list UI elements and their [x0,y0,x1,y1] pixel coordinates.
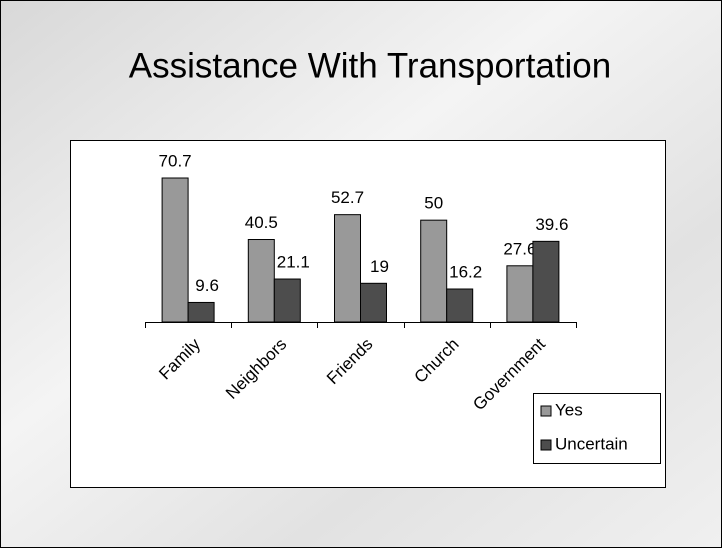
value-label: 16.2 [449,262,482,281]
legend-box [533,393,661,464]
bar [532,240,560,323]
bar [506,265,534,323]
value-label: 9.6 [195,276,219,295]
value-label: 70.7 [159,151,192,170]
bar [360,282,387,323]
bar [187,301,215,323]
value-label: 21.1 [277,253,310,272]
value-label: 52.7 [331,188,364,207]
bar [273,278,301,323]
value-label: 19 [370,257,389,276]
bar [446,288,474,323]
legend-label: Uncertain [555,434,628,453]
legend-swatch [540,439,552,451]
bar [334,214,361,323]
value-label: 40.5 [245,213,278,232]
slide-title: Assistance With Transportation [129,46,611,85]
bar [247,239,275,323]
value-label: 39.6 [535,215,568,234]
bar [161,177,189,323]
legend-swatch [540,405,552,417]
legend-label: Yes [555,400,583,419]
value-label: 27.6 [503,239,536,258]
bar [420,219,448,323]
value-label: 50 [424,194,443,213]
